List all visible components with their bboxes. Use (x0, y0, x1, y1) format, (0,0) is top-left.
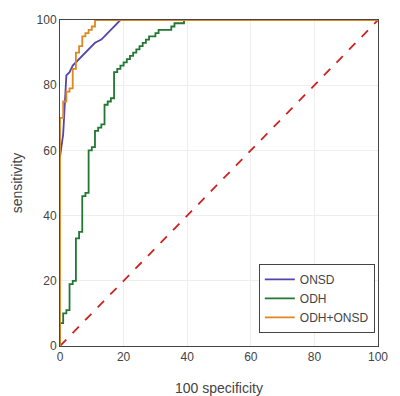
svg-text:60: 60 (43, 144, 57, 158)
svg-text:80: 80 (43, 78, 57, 92)
svg-text:20: 20 (43, 274, 57, 288)
svg-text:80: 80 (308, 350, 322, 364)
svg-text:20: 20 (117, 350, 131, 364)
svg-text:ODH: ODH (300, 292, 327, 306)
svg-text:0: 0 (50, 339, 57, 353)
svg-text:60: 60 (244, 350, 258, 364)
svg-text:ONSD: ONSD (300, 273, 335, 287)
svg-text:100 specificity: 100 specificity (175, 380, 263, 396)
svg-text:100: 100 (368, 350, 388, 364)
svg-text:40: 40 (43, 209, 57, 223)
svg-text:40: 40 (181, 350, 195, 364)
svg-text:100: 100 (37, 13, 57, 27)
svg-text:0: 0 (57, 350, 64, 364)
svg-text:ODH+ONSD: ODH+ONSD (300, 311, 369, 325)
svg-text:sensitivity: sensitivity (9, 153, 25, 214)
